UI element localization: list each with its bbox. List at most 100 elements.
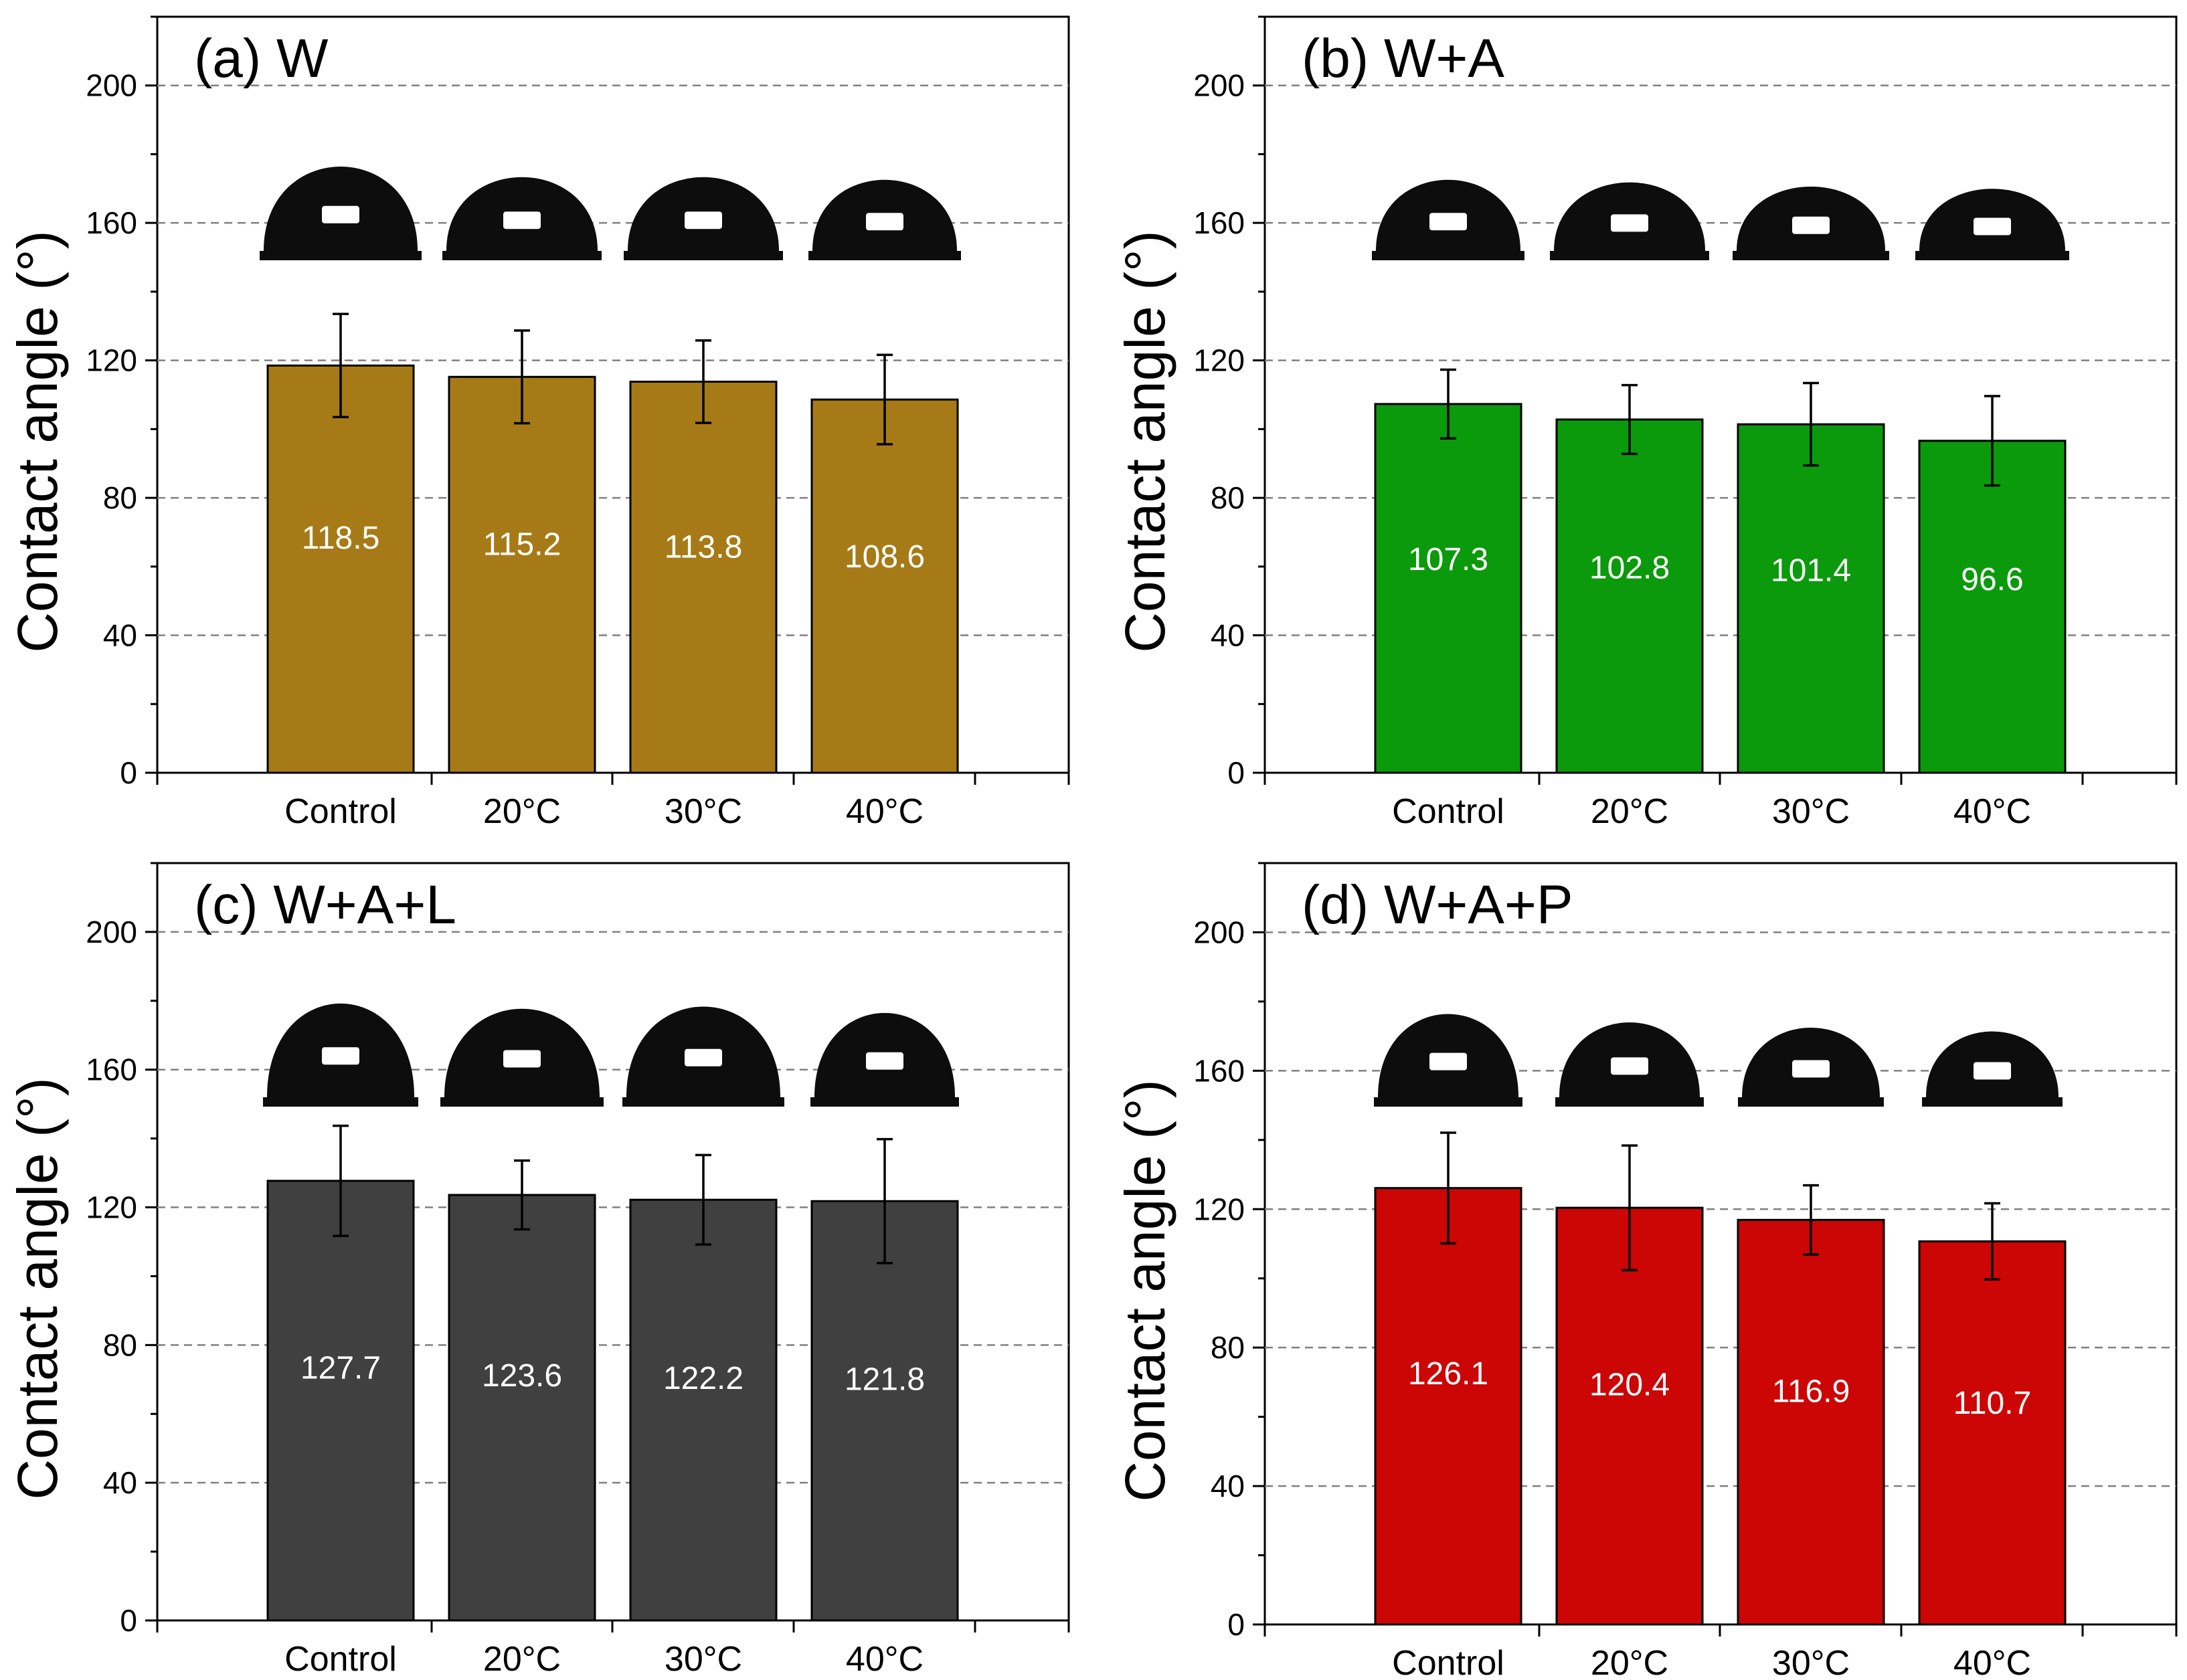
chart-panel-d: 0 40 80 120 160 200 Contact angle (°) (d) W+A+P… xyxy=(1114,862,2178,1680)
x-tick-label: 30°C xyxy=(1772,1644,1850,1680)
substrate-line xyxy=(440,1097,604,1107)
x-tick-label: 20°C xyxy=(483,1640,561,1679)
value-label: 110.7 xyxy=(1953,1386,2032,1421)
water-droplet-40C xyxy=(1915,189,2069,260)
y-tick-label: 40 xyxy=(1211,618,1245,653)
chart-panel-a: 0 40 80 120 160 200 Contact angle (°) (a) W 118.… xyxy=(6,15,1070,831)
value-label: 118.5 xyxy=(302,521,380,556)
value-label: 96.6 xyxy=(1961,562,2023,597)
substrate-line xyxy=(263,1097,418,1107)
droplet-reflection xyxy=(1429,1052,1467,1070)
substrate-line xyxy=(810,1097,959,1107)
water-droplet-control xyxy=(1374,1014,1522,1107)
bar-d-3 xyxy=(1918,1240,2067,1626)
x-tick-label: 20°C xyxy=(483,792,561,831)
value-label: 123.6 xyxy=(482,1358,562,1394)
droplet-reflection xyxy=(866,1052,903,1070)
substrate-line xyxy=(1550,251,1709,260)
y-tick-label: 120 xyxy=(86,1190,137,1225)
bar-a-0 xyxy=(266,364,415,774)
value-label: 108.6 xyxy=(845,539,925,575)
droplet-reflection xyxy=(322,1047,359,1065)
value-label: 122.2 xyxy=(663,1361,743,1396)
droplet-reflection xyxy=(1611,214,1648,232)
substrate-line xyxy=(624,251,783,260)
water-droplet-20C xyxy=(1550,182,1709,260)
droplet-reflection xyxy=(1792,1060,1830,1078)
water-droplet-control xyxy=(1372,179,1524,260)
substrate-line xyxy=(260,251,422,260)
water-droplet-30C xyxy=(624,177,783,260)
y-tick-label: 40 xyxy=(103,1465,137,1500)
panel-title: (d) W+A+P xyxy=(1302,874,1573,935)
chart-panel-c: 0 40 80 120 160 200 Contact angle (°) (c) W+A+L… xyxy=(6,862,1070,1679)
water-droplet-30C xyxy=(1733,186,1889,260)
water-droplet-40C xyxy=(810,1013,959,1107)
bar-b-3 xyxy=(1918,440,2067,774)
x-tick-label: 40°C xyxy=(1953,792,2031,831)
droplet-reflection xyxy=(1792,216,1830,234)
y-tick-label: 160 xyxy=(1193,205,1245,240)
y-tick-label: 200 xyxy=(86,68,137,103)
y-tick-label: 80 xyxy=(103,480,137,515)
y-tick-label: 80 xyxy=(1211,480,1245,515)
bar-a-2 xyxy=(629,380,778,774)
bar-c-0 xyxy=(266,1180,415,1622)
water-droplet-40C xyxy=(1922,1031,2063,1107)
y-axis-label: Contact angle (°) xyxy=(1114,1079,1176,1501)
value-label: 102.8 xyxy=(1589,551,1670,586)
bar-d-2 xyxy=(1737,1218,1885,1626)
bar-c-3 xyxy=(810,1200,959,1622)
droplet-reflection xyxy=(1974,1062,2011,1080)
droplet-reflection xyxy=(1429,213,1467,231)
substrate-line xyxy=(1374,1097,1522,1107)
x-tick-label: 30°C xyxy=(665,792,742,831)
y-axis-label: Contact angle (°) xyxy=(1114,230,1176,652)
y-tick-label: 0 xyxy=(120,1603,137,1638)
y-tick-label: 160 xyxy=(1193,1053,1245,1088)
y-tick-label: 80 xyxy=(103,1327,137,1362)
value-label: 116.9 xyxy=(1772,1374,1850,1409)
value-label: 121.8 xyxy=(845,1362,925,1397)
water-droplet-30C xyxy=(1738,1028,1884,1107)
y-tick-label: 160 xyxy=(86,205,137,240)
y-tick-label: 40 xyxy=(1211,1469,1245,1503)
bar-b-0 xyxy=(1374,403,1522,774)
y-tick-label: 160 xyxy=(86,1052,137,1087)
substrate-line xyxy=(808,251,961,260)
bar-a-3 xyxy=(810,398,959,774)
substrate-line xyxy=(1372,251,1524,260)
x-tick-label: 20°C xyxy=(1591,1644,1668,1680)
bar-a-1 xyxy=(448,375,596,774)
y-axis-label: Contact angle (°) xyxy=(6,230,69,652)
droplet-reflection xyxy=(503,211,541,229)
chart-panel-b: 0 40 80 120 160 200 Contact angle (°) (b) W+A 10… xyxy=(1114,15,2178,831)
value-label: 120.4 xyxy=(1589,1367,1670,1402)
y-tick-label: 80 xyxy=(1211,1330,1245,1365)
droplet-reflection xyxy=(1611,1057,1648,1075)
panel-title: (b) W+A xyxy=(1302,28,1504,89)
panel-title: (a) W xyxy=(194,28,329,89)
bar-d-0 xyxy=(1374,1187,1522,1626)
substrate-line xyxy=(1555,1097,1704,1107)
value-label: 115.2 xyxy=(483,527,561,563)
water-droplet-20C xyxy=(1555,1022,1704,1107)
droplet-reflection xyxy=(1974,217,2011,236)
water-droplet-20C xyxy=(442,177,602,260)
water-droplet-20C xyxy=(440,1008,604,1107)
x-tick-label: 30°C xyxy=(1772,792,1850,831)
substrate-line xyxy=(1733,251,1889,260)
bar-c-2 xyxy=(629,1198,778,1622)
water-droplet-30C xyxy=(622,1006,784,1107)
droplet-reflection xyxy=(685,211,722,229)
y-tick-label: 120 xyxy=(1193,1192,1245,1226)
substrate-line xyxy=(622,1097,784,1107)
y-axis-label: Contact angle (°) xyxy=(6,1077,69,1499)
substrate-line xyxy=(1922,1097,2063,1107)
y-tick-label: 0 xyxy=(1227,755,1245,790)
y-tick-label: 0 xyxy=(120,755,137,790)
x-tick-label: 40°C xyxy=(1953,1644,2031,1680)
value-label: 113.8 xyxy=(665,530,743,565)
substrate-line xyxy=(1915,251,2069,260)
